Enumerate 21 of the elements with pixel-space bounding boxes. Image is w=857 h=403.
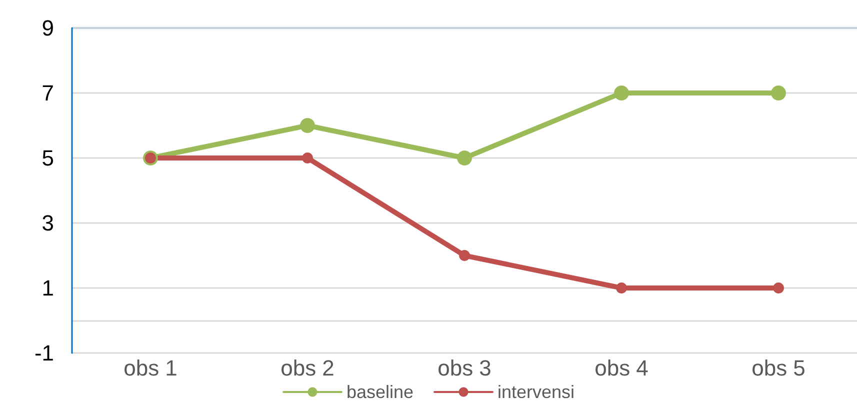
point [771, 86, 786, 100]
y-tick-label: 5 [42, 146, 54, 170]
point [302, 152, 313, 164]
point [616, 282, 627, 294]
x-tick-label: obs 1 [124, 356, 178, 380]
x-tick-label: obs 3 [438, 356, 492, 380]
point [773, 282, 784, 294]
x-tick-label: obs 2 [280, 356, 334, 380]
x-tick-label: obs 5 [752, 356, 806, 380]
x-tick-label: obs 4 [594, 356, 648, 380]
legend-label: baseline [346, 382, 414, 402]
legend-label: intervensi [498, 382, 575, 402]
point [457, 150, 472, 166]
y-tick-label: 1 [42, 276, 54, 300]
y-tick-label: 9 [42, 16, 54, 40]
point [614, 86, 629, 100]
point [300, 118, 315, 133]
y-tick-label: -1 [34, 340, 54, 366]
y-tick-label: 7 [42, 80, 54, 106]
point [459, 250, 470, 261]
y-tick-label: 3 [42, 210, 54, 236]
